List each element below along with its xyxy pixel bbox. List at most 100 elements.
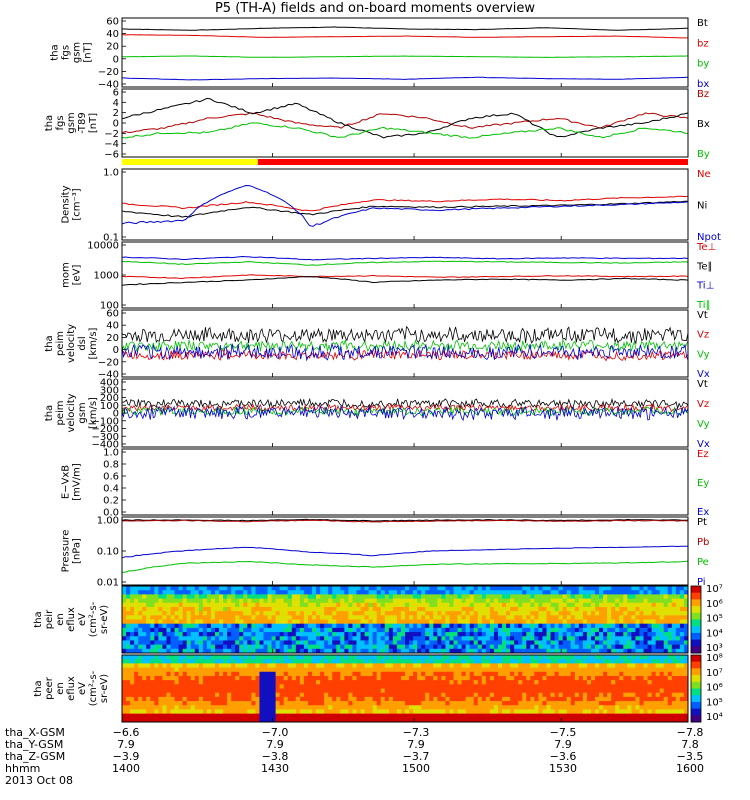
heatmap-cell — [267, 655, 273, 660]
heatmap-cell — [631, 615, 636, 620]
heatmap-cell — [251, 696, 256, 702]
heatmap-cell — [259, 709, 264, 715]
heatmap-cell — [206, 671, 212, 677]
heatmap-cell — [570, 632, 576, 637]
heatmap-cell — [433, 675, 438, 681]
heatmap-cell — [453, 619, 459, 625]
heatmap-cell — [316, 586, 321, 591]
heatmap-cell — [570, 615, 576, 620]
heatmap-cell — [607, 709, 612, 715]
heatmap-cell — [562, 717, 568, 723]
heatmap-cell — [146, 675, 151, 681]
heatmap-cell — [295, 602, 301, 608]
heatmap-cell — [372, 696, 378, 702]
heatmap-cell — [607, 667, 612, 673]
heatmap-cell — [316, 590, 321, 595]
heatmap-cell — [392, 696, 398, 702]
heatmap-cell — [619, 671, 624, 677]
heatmap-cell — [279, 701, 285, 706]
heatmap-cell — [578, 623, 584, 629]
heatmap-cell — [251, 648, 256, 654]
heatmap-cell — [671, 663, 677, 669]
heatmap-cell — [214, 636, 220, 641]
heatmap-cell — [671, 717, 677, 723]
heatmap-cell — [162, 688, 167, 694]
heatmap-cell — [635, 611, 640, 616]
heatmap-cell — [578, 594, 584, 600]
heatmap-cell — [396, 684, 402, 689]
heatmap-cell — [356, 632, 362, 637]
heatmap-cell — [578, 586, 584, 591]
heatmap-cell — [214, 659, 220, 664]
heatmap-cell — [651, 640, 657, 646]
heatmap-cell — [461, 623, 467, 629]
heatmap-cell — [590, 615, 596, 620]
heatmap-cell — [360, 671, 366, 677]
heatmap-cell — [219, 701, 224, 706]
heatmap-cell — [170, 602, 176, 608]
heatmap-cell — [214, 675, 220, 681]
heatmap-cell — [356, 615, 362, 620]
heatmap-cell — [150, 632, 155, 637]
heatmap-cell — [162, 632, 167, 637]
heatmap-cell — [206, 602, 212, 608]
heatmap-cell — [623, 688, 628, 694]
heatmap-cell — [530, 640, 535, 646]
heatmap-cell — [599, 655, 604, 660]
heatmap-cell — [595, 680, 600, 685]
heatmap-cell — [566, 606, 572, 612]
heatmap-cell — [405, 659, 410, 664]
heatmap-cell — [227, 705, 232, 710]
heatmap-cell — [518, 675, 523, 681]
heatmap-cell — [368, 713, 374, 719]
heatmap-cell — [312, 671, 317, 677]
heatmap-cell — [445, 705, 450, 710]
heatmap-cell — [380, 717, 386, 723]
heatmap-cell — [631, 590, 636, 595]
heatmap-cell — [433, 586, 438, 591]
heatmap-cell — [506, 713, 511, 719]
heatmap-cell — [445, 586, 450, 591]
heatmap-cell — [275, 655, 281, 660]
heatmap-cell — [683, 594, 689, 600]
heatmap-cell — [146, 611, 151, 616]
heatmap-cell — [158, 688, 163, 694]
heatmap-cell — [562, 598, 568, 604]
heatmap-cell — [675, 590, 681, 595]
heatmap-cell — [194, 701, 200, 706]
heatmap-cell — [405, 701, 410, 706]
heatmap-cell — [210, 623, 216, 629]
heatmap-cell — [380, 602, 386, 608]
heatmap-cell — [316, 709, 321, 715]
heatmap-cell — [558, 655, 564, 660]
heatmap-cell — [570, 602, 576, 608]
heatmap-cell — [142, 590, 147, 595]
heatmap-cell — [186, 598, 192, 604]
heatmap-cell — [307, 611, 313, 616]
heatmap-cell — [130, 655, 135, 660]
heatmap-cell — [530, 701, 535, 706]
heatmap-cell — [506, 632, 511, 637]
heatmap-cell — [170, 655, 176, 660]
heatmap-cell — [384, 606, 390, 612]
heatmap-cell — [477, 680, 483, 685]
heatmap-cell — [166, 648, 172, 654]
heatmap-cell — [372, 611, 378, 616]
heatmap-cell — [619, 627, 624, 633]
heatmap-cell — [542, 615, 547, 620]
heatmap-cell — [251, 667, 256, 673]
heatmap-cell — [214, 713, 220, 719]
heatmap-cell — [190, 680, 196, 685]
heatmap-cell — [607, 705, 612, 710]
heatmap-cell — [485, 636, 491, 641]
y-tick-label: 200 — [100, 393, 119, 404]
heatmap-cell — [231, 586, 236, 591]
heatmap-cell — [259, 611, 264, 616]
heatmap-cell — [142, 671, 147, 677]
heatmap-cell — [126, 627, 131, 633]
heatmap-cell — [502, 586, 507, 591]
heatmap-cell — [679, 713, 685, 719]
heatmap-cell — [485, 680, 491, 685]
heatmap-cell — [368, 692, 374, 698]
heatmap-cell — [522, 680, 527, 685]
